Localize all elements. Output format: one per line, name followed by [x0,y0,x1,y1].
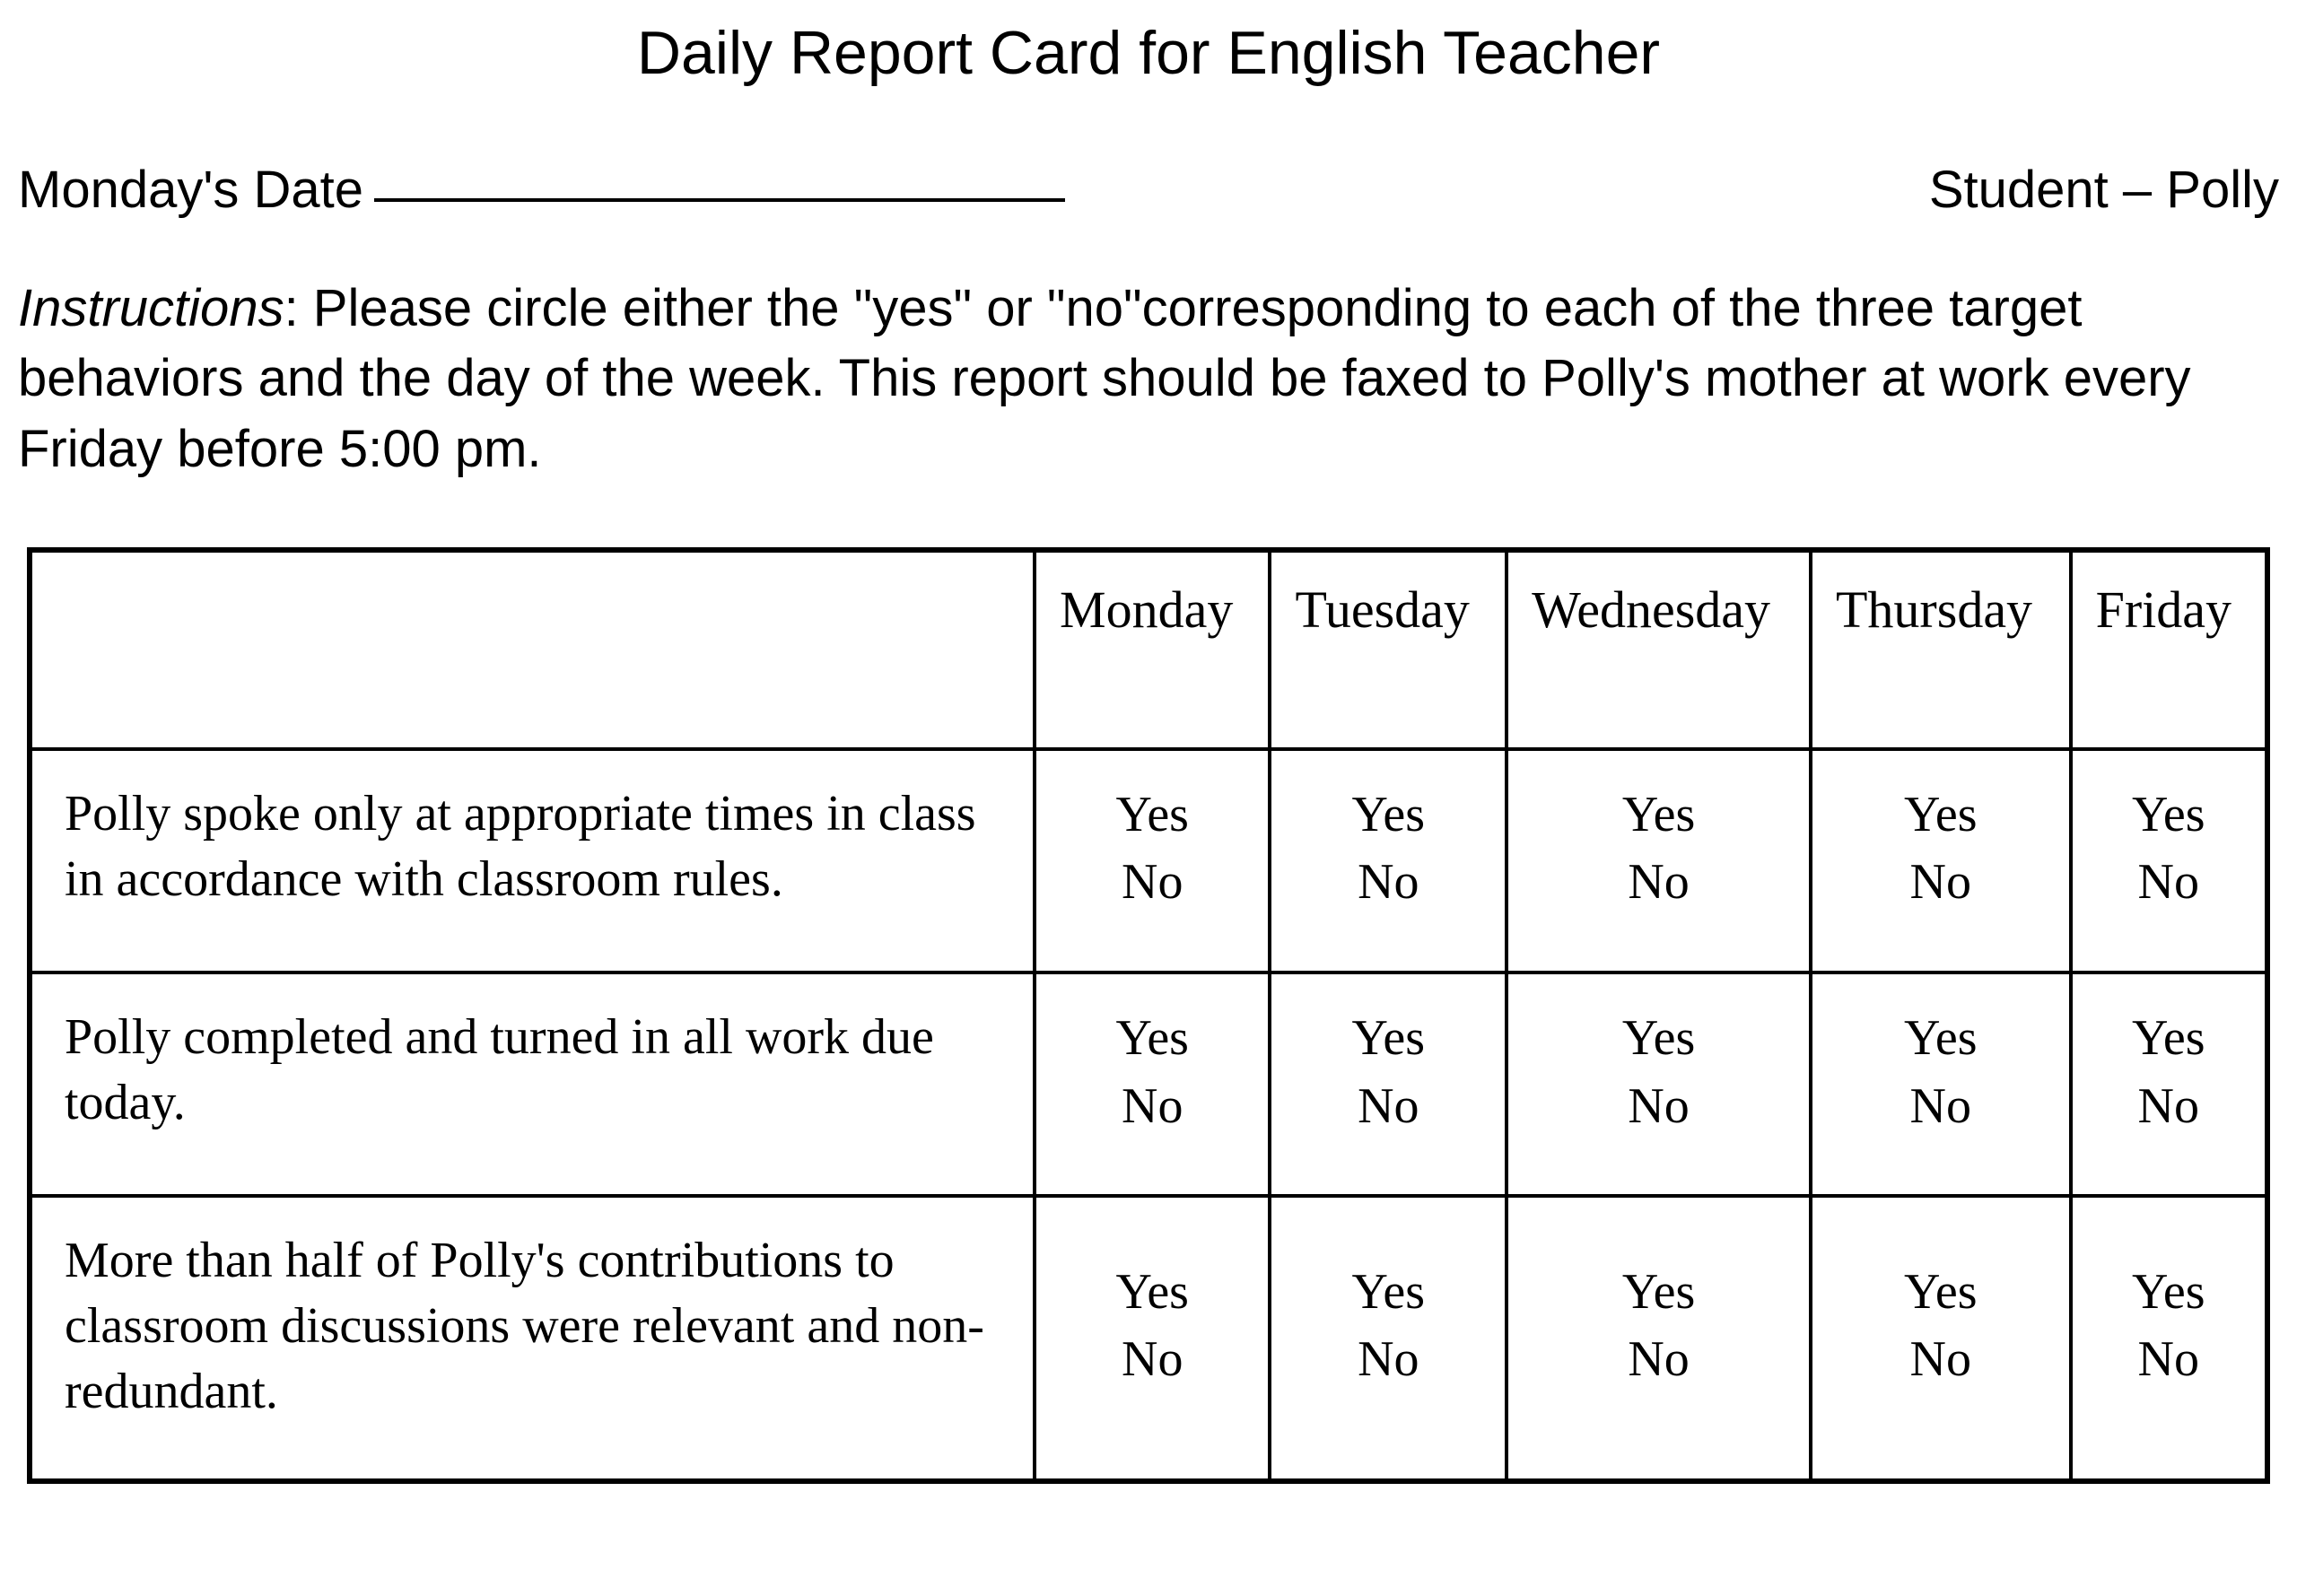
yes-option[interactable]: Yes [2082,1259,2256,1327]
no-option[interactable]: No [2082,849,2256,917]
day-header: Friday [2071,550,2267,749]
yes-option[interactable]: Yes [1045,1005,1259,1073]
yes-option[interactable]: Yes [1280,781,1496,850]
page-title: Daily Report Card for English Teacher [368,18,1929,88]
report-table: Monday Tuesday Wednesday Thursday Friday… [27,547,2270,1484]
yes-option[interactable]: Yes [1280,1259,1496,1327]
no-option[interactable]: No [1821,1073,2060,1141]
header-row: Monday's Date Student – Polly [9,160,2288,220]
yes-option[interactable]: Yes [1045,1259,1259,1327]
day-cell[interactable]: YesNo [1507,1196,1811,1480]
day-cell[interactable]: YesNo [1035,972,1270,1196]
day-cell[interactable]: YesNo [2071,972,2267,1196]
instructions-text: : Please circle either the "yes" or "no"… [18,279,2191,478]
behavior-cell: Polly spoke only at appropriate times in… [30,749,1035,972]
day-cell[interactable]: YesNo [1811,972,2071,1196]
day-cell[interactable]: YesNo [1811,749,2071,972]
day-cell[interactable]: YesNo [1035,749,1270,972]
no-option[interactable]: No [1280,1073,1496,1141]
yes-option[interactable]: Yes [2082,1005,2256,1073]
day-cell[interactable]: YesNo [1270,972,1507,1196]
behavior-cell: More than half of Polly's contributions … [30,1196,1035,1480]
table-row: Polly completed and turned in all work d… [30,972,2267,1196]
yes-option[interactable]: Yes [1821,1259,2060,1327]
no-option[interactable]: No [1821,849,2060,917]
yes-option[interactable]: Yes [1045,781,1259,850]
yes-option[interactable]: Yes [1517,1259,1800,1327]
no-option[interactable]: No [1517,849,1800,917]
yes-option[interactable]: Yes [2082,781,2256,850]
day-cell[interactable]: YesNo [1507,749,1811,972]
day-cell[interactable]: YesNo [1035,1196,1270,1480]
no-option[interactable]: No [1821,1326,2060,1394]
no-option[interactable]: No [1517,1073,1800,1141]
student-label: Student – Polly [1929,160,2279,220]
day-cell[interactable]: YesNo [2071,749,2267,972]
day-cell[interactable]: YesNo [2071,1196,2267,1480]
day-header: Wednesday [1507,550,1811,749]
date-label: Monday's Date [18,160,363,220]
no-option[interactable]: No [2082,1073,2256,1141]
yes-option[interactable]: Yes [1280,1005,1496,1073]
instructions-paragraph: Instructions: Please circle either the "… [9,274,2288,484]
day-cell[interactable]: YesNo [1507,972,1811,1196]
table-row: More than half of Polly's contributions … [30,1196,2267,1480]
day-cell[interactable]: YesNo [1811,1196,2071,1480]
no-option[interactable]: No [1280,849,1496,917]
no-option[interactable]: No [1045,1326,1259,1394]
day-cell[interactable]: YesNo [1270,749,1507,972]
no-option[interactable]: No [1045,849,1259,917]
day-header: Thursday [1811,550,2071,749]
no-option[interactable]: No [2082,1326,2256,1394]
table-header-row: Monday Tuesday Wednesday Thursday Friday [30,550,2267,749]
date-blank-line[interactable] [374,198,1065,202]
behavior-column-header [30,550,1035,749]
no-option[interactable]: No [1517,1326,1800,1394]
table-row: Polly spoke only at appropriate times in… [30,749,2267,972]
day-cell[interactable]: YesNo [1270,1196,1507,1480]
date-section: Monday's Date [18,160,1065,220]
yes-option[interactable]: Yes [1821,1005,2060,1073]
yes-option[interactable]: Yes [1517,1005,1800,1073]
day-header: Monday [1035,550,1270,749]
no-option[interactable]: No [1280,1326,1496,1394]
yes-option[interactable]: Yes [1517,781,1800,850]
yes-option[interactable]: Yes [1821,781,2060,850]
no-option[interactable]: No [1045,1073,1259,1141]
day-header: Tuesday [1270,550,1507,749]
behavior-cell: Polly completed and turned in all work d… [30,972,1035,1196]
instructions-label: Instructions [18,279,284,337]
